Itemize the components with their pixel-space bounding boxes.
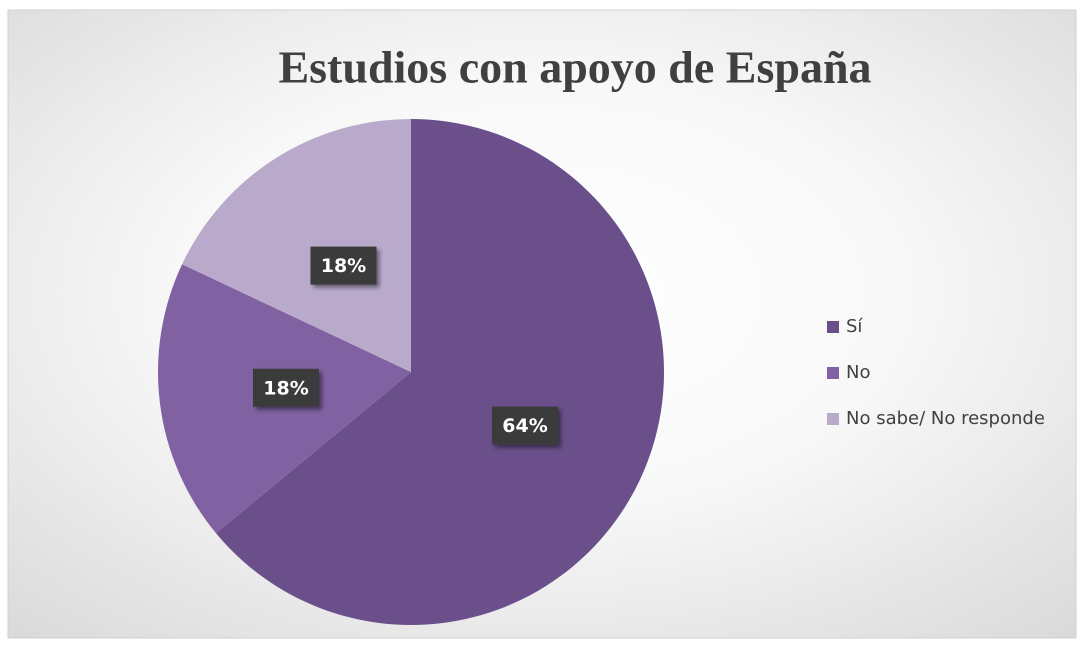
legend-label: No: [846, 362, 870, 383]
data-label: 18%: [321, 255, 366, 277]
data-label: 18%: [263, 377, 308, 399]
legend-label: Sí: [846, 316, 863, 337]
pie-slice: [216, 119, 664, 626]
data-label: 64%: [502, 415, 547, 437]
data-label-box: [492, 406, 559, 445]
data-label-box: [252, 368, 319, 407]
legend-label: No sabe/ No responde: [846, 408, 1045, 429]
legend-swatch: [827, 413, 839, 425]
legend-swatch: [827, 367, 839, 379]
data-label-box: [310, 246, 377, 285]
pie-slice: [182, 119, 411, 372]
chart-title: Estudios con apoyo de España: [278, 42, 871, 93]
legend-swatch: [827, 321, 839, 333]
